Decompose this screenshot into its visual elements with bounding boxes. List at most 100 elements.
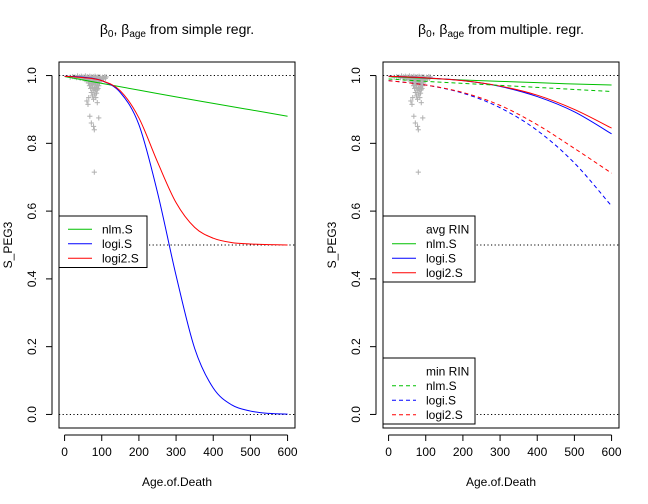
legend-label: nlm.S — [102, 222, 133, 236]
legend-title: min RIN — [426, 364, 469, 378]
data-point — [94, 100, 100, 106]
x-tick-label: 400 — [527, 445, 547, 459]
y-tick-label: 0.4 — [349, 270, 363, 287]
data-point — [84, 98, 90, 104]
series-line — [388, 75, 612, 129]
data-point — [103, 74, 109, 80]
data-point — [88, 120, 94, 126]
data-point — [417, 90, 424, 96]
legend-label: logi2.S — [426, 266, 463, 280]
x-tick-label: 600 — [602, 445, 622, 459]
legend-label: logi.S — [426, 251, 456, 265]
y-tick-label: 0.8 — [349, 135, 363, 152]
title-subscript: 0 — [108, 29, 114, 40]
y-axis: 0.0 0.2 0.4 0.6 0.8 1.0 S_PEG3 — [1, 67, 53, 423]
title-text: , — [113, 21, 121, 37]
x-tick-label: 300 — [166, 445, 186, 459]
data-point — [93, 90, 100, 96]
title-text: β — [100, 21, 108, 37]
title-subscript: age — [447, 29, 464, 40]
data-point — [420, 115, 426, 121]
title-subscript: 0 — [426, 29, 432, 40]
plot-area — [383, 73, 619, 415]
chart-panel-2: β0, βage from multiple. regr.0 100 200 300 4… — [325, 21, 622, 489]
y-tick-label: 0.8 — [25, 135, 39, 152]
data-point — [96, 83, 102, 89]
y-axis: 0.0 0.2 0.4 0.6 0.8 1.0 S_PEG3 — [325, 67, 377, 423]
legend-title: avg RIN — [426, 222, 469, 236]
x-tick-label: 600 — [278, 445, 298, 459]
x-tick-label: 500 — [240, 445, 260, 459]
title-text: , — [432, 21, 440, 37]
y-tick-label: 0.4 — [25, 270, 39, 287]
data-point — [91, 169, 97, 175]
legend-label: logi.S — [102, 237, 132, 251]
data-point — [87, 113, 93, 119]
chart-title: β0, βage from multiple. regr. — [418, 21, 584, 40]
legend-box — [382, 357, 476, 425]
x-tick-label: 200 — [129, 445, 149, 459]
title-text: from simple regr. — [146, 21, 254, 37]
plot-area — [59, 73, 295, 415]
chart-title: β0, βage from simple regr. — [100, 21, 254, 40]
y-tick-label: 0.0 — [25, 406, 39, 423]
x-axis: 0 100 200 300 400 500 600 Age.of.Death — [61, 434, 298, 489]
data-point — [85, 101, 91, 107]
y-tick-label: 0.6 — [25, 202, 39, 219]
data-point — [415, 169, 421, 175]
series-line — [388, 78, 612, 92]
x-tick-label: 400 — [203, 445, 223, 459]
legend-box — [382, 215, 476, 283]
x-axis-label: Age.of.Death — [466, 475, 536, 489]
x-tick-label: 500 — [564, 445, 584, 459]
x-axis-label: Age.of.Death — [142, 475, 212, 489]
data-point — [415, 127, 421, 133]
chart-panel-1: β0, βage from simple regr.0 100 200 300 400 5… — [1, 21, 298, 489]
y-tick-label: 0.0 — [349, 406, 363, 423]
data-point — [418, 100, 424, 106]
series-line — [388, 80, 612, 207]
title-text: β — [121, 21, 129, 37]
data-point — [414, 123, 421, 129]
data-point — [412, 120, 418, 126]
data-point — [410, 94, 416, 101]
x-tick-label: 100 — [92, 445, 112, 459]
y-tick-label: 0.2 — [25, 338, 39, 355]
data-point — [90, 123, 97, 129]
data-point — [96, 115, 102, 121]
legend-label: logi2.S — [426, 408, 463, 422]
x-tick-label: 0 — [385, 445, 392, 459]
x-tick-label: 0 — [61, 445, 68, 459]
y-tick-label: 0.2 — [349, 338, 363, 355]
data-point — [419, 85, 425, 92]
series-line — [64, 76, 288, 117]
series-line — [388, 80, 612, 174]
title-text: β — [418, 21, 426, 37]
x-tick-label: 100 — [416, 445, 436, 459]
data-point — [417, 94, 423, 101]
legend-box — [58, 215, 148, 268]
x-axis: 0 100 200 300 400 500 600 Age.of.Death — [385, 434, 622, 489]
y-tick-label: 1.0 — [349, 67, 363, 84]
x-tick-label: 300 — [490, 445, 510, 459]
data-point — [408, 98, 414, 104]
y-tick-label: 0.6 — [349, 202, 363, 219]
series-line — [64, 75, 288, 246]
y-axis-label: S_PEG3 — [325, 221, 339, 268]
data-point — [91, 127, 97, 133]
y-tick-label: 1.0 — [25, 67, 39, 84]
data-point — [86, 94, 92, 101]
legend-label: logi.S — [426, 393, 456, 407]
data-point — [420, 83, 426, 89]
data-point — [93, 94, 99, 101]
title-text: β — [439, 21, 447, 37]
x-tick-label: 200 — [453, 445, 473, 459]
y-axis-label: S_PEG3 — [1, 221, 15, 268]
data-point — [409, 101, 415, 107]
data-point — [95, 85, 101, 92]
title-text: from multiple. regr. — [464, 21, 584, 37]
